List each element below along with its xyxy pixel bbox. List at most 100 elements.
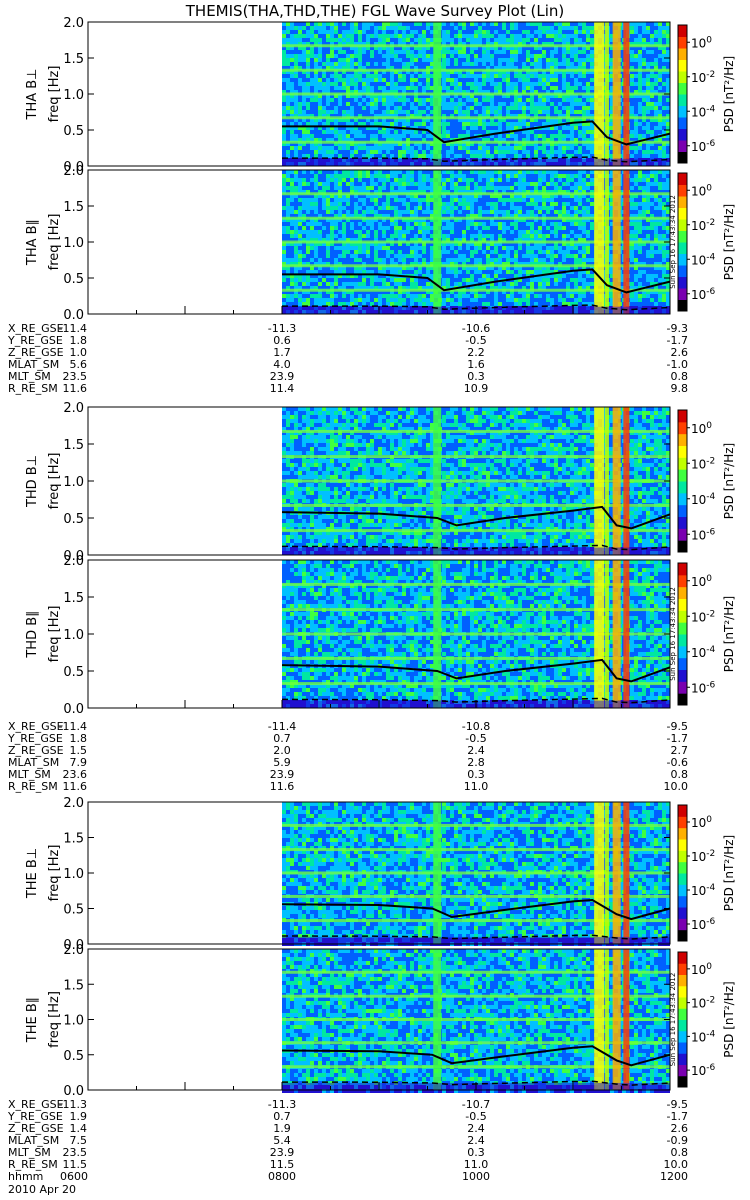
spectrogram-pixel xyxy=(450,146,454,150)
spectrogram-pixel xyxy=(482,98,486,102)
spectrogram-pixel xyxy=(478,146,482,150)
spectrogram-pixel xyxy=(478,82,482,86)
spectrogram-pixel xyxy=(526,146,530,150)
spectrogram-pixel xyxy=(474,50,478,54)
spectrogram-pixel xyxy=(310,198,314,202)
spectrogram-pixel xyxy=(414,234,418,238)
spectrogram-pixel xyxy=(586,58,590,62)
spectrogram-pixel xyxy=(494,154,498,158)
spectrogram-pixel xyxy=(286,26,290,30)
spectrogram-pixel xyxy=(582,30,586,34)
spectrogram-pixel xyxy=(414,186,418,190)
spectrogram-pixel xyxy=(534,38,538,42)
spectrogram-pixel xyxy=(650,22,654,26)
spectrogram-pixel xyxy=(306,50,310,54)
colorbar-segment xyxy=(678,117,687,129)
spectrogram-pixel xyxy=(558,98,562,102)
spectrogram-pixel xyxy=(658,122,662,126)
spectrogram-pixel xyxy=(394,222,398,226)
spectrogram-pixel xyxy=(418,170,422,174)
spectrogram-pixel xyxy=(314,198,318,202)
spectrogram-pixel xyxy=(298,302,302,306)
spectrogram-pixel xyxy=(322,222,326,226)
spectrogram-pixel xyxy=(578,146,582,150)
spectrogram-pixel xyxy=(374,230,378,234)
spectrogram-pixel xyxy=(574,86,578,90)
spectrogram-pixel xyxy=(414,230,418,234)
spectrogram-pixel xyxy=(562,126,566,130)
spectrogram-pixel xyxy=(362,258,366,262)
spectrogram-pixel xyxy=(346,234,350,238)
spectrogram-pixel xyxy=(350,278,354,282)
spectrogram-pixel xyxy=(310,26,314,30)
spectrogram-pixel xyxy=(306,250,310,254)
spectrogram-pixel xyxy=(666,106,670,110)
spectrogram-pixel xyxy=(402,294,406,298)
spectrogram-pixel xyxy=(442,134,446,138)
spectrogram-pixel xyxy=(554,74,558,78)
spectrogram-pixel xyxy=(410,302,414,306)
spectrogram-pixel xyxy=(338,82,342,86)
spectrogram-pixel xyxy=(402,50,406,54)
spectrogram-pixel xyxy=(474,62,478,66)
spectrogram-pixel xyxy=(382,86,386,90)
spectrogram-pixel xyxy=(666,146,670,150)
spectrogram-pixel xyxy=(302,86,306,90)
spectrogram-pixel xyxy=(654,78,658,82)
spectrogram-pixel xyxy=(462,134,466,138)
spectrogram-pixel xyxy=(526,134,530,138)
spectrogram-pixel xyxy=(370,130,374,134)
spectrogram-pixel xyxy=(554,50,558,54)
spectrogram-pixel xyxy=(426,134,430,138)
spectrogram-pixel xyxy=(402,298,406,302)
spectrogram-pixel xyxy=(382,98,386,102)
spectrogram-pixel xyxy=(342,282,346,286)
spectrogram-pixel xyxy=(410,230,414,234)
spectrogram-pixel xyxy=(538,150,542,154)
spectrogram-pixel xyxy=(290,86,294,90)
spectrogram-pixel xyxy=(298,38,302,42)
spectrogram-pixel xyxy=(378,22,382,26)
spectrogram-pixel xyxy=(370,282,374,286)
spectrogram-pixel xyxy=(338,86,342,90)
spectrogram-pixel xyxy=(542,82,546,86)
spectrogram-pixel xyxy=(302,54,306,58)
spectrogram-pixel xyxy=(310,174,314,178)
spectrogram-pixel xyxy=(650,98,654,102)
spectrogram-pixel xyxy=(550,86,554,90)
spectrogram-pixel xyxy=(634,146,638,150)
spectrogram-pixel xyxy=(378,30,382,34)
spectrogram-pixel xyxy=(446,134,450,138)
spectrogram-pixel xyxy=(358,34,362,38)
spectrogram-pixel xyxy=(370,178,374,182)
spectrogram-pixel xyxy=(402,226,406,230)
spectrogram-pixel xyxy=(510,58,514,62)
spectrogram-pixel xyxy=(550,106,554,110)
spectrogram-pixel xyxy=(358,134,362,138)
spectrogram-pixel xyxy=(382,34,386,38)
spectrogram-pixel xyxy=(534,86,538,90)
spectrogram-pixel xyxy=(650,54,654,58)
spectrogram-pixel xyxy=(370,170,374,174)
spectrogram-pixel xyxy=(294,82,298,86)
spectrogram-pixel xyxy=(502,22,506,26)
spectrogram-pixel xyxy=(326,198,330,202)
spectrogram-pixel xyxy=(318,298,322,302)
spectrogram-pixel xyxy=(418,182,422,186)
spectrogram-pixel xyxy=(494,22,498,26)
spectrogram-pixel xyxy=(298,298,302,302)
spectrogram-pixel xyxy=(318,150,322,154)
spectrogram-pixel xyxy=(462,74,466,78)
spectrogram-pixel xyxy=(658,62,662,66)
spectrogram-pixel xyxy=(446,58,450,62)
spectrogram-pixel xyxy=(538,26,542,30)
spectrogram-pixel xyxy=(590,106,594,110)
spectrogram-pixel xyxy=(470,126,474,130)
spectrogram-pixel xyxy=(330,146,334,150)
spectrogram-pixel xyxy=(350,58,354,62)
spectrogram-pixel xyxy=(450,22,454,26)
spectrogram-pixel xyxy=(282,62,286,66)
spectrogram-pixel xyxy=(378,98,382,102)
spectrogram-pixel xyxy=(306,86,310,90)
spectrogram-pixel xyxy=(374,106,378,110)
